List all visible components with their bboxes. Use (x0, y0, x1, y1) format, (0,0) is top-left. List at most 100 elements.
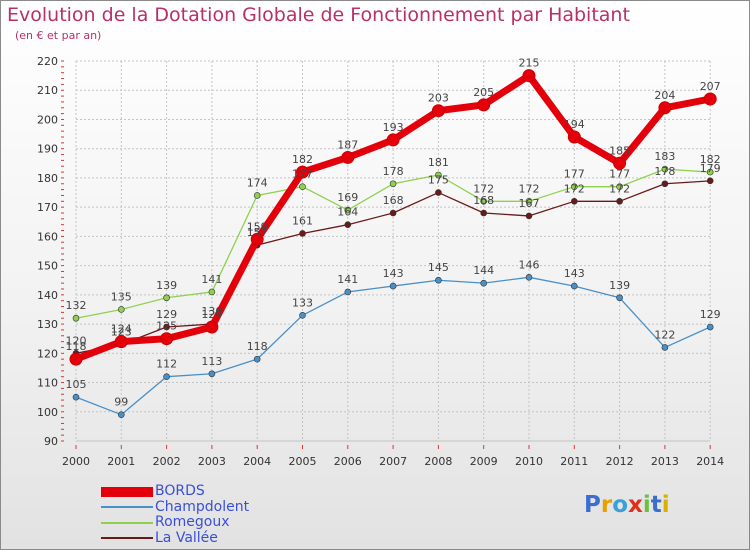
data-point (72, 314, 80, 322)
data-point (661, 344, 669, 351)
data-point (435, 189, 442, 196)
x-tick-label: 2008 (424, 455, 452, 468)
data-label: 168 (383, 194, 404, 207)
data-label: 168 (473, 194, 494, 207)
data-label: 105 (66, 378, 87, 391)
data-point (435, 171, 442, 179)
data-label: 145 (428, 261, 449, 274)
y-tick-label: 160 (37, 230, 58, 243)
legend-swatch (101, 486, 153, 497)
data-point (253, 355, 261, 363)
data-point (299, 312, 306, 319)
data-point (69, 352, 83, 366)
data-label: 215 (519, 57, 540, 70)
data-label: 182 (292, 153, 313, 166)
data-point (208, 288, 216, 296)
data-point (570, 282, 578, 290)
chart-title: Evolution de la Dotation Globale de Fonc… (7, 4, 630, 26)
data-label: 113 (201, 355, 222, 368)
x-tick-label: 2007 (379, 455, 407, 468)
y-tick-label: 100 (37, 406, 58, 419)
y-tick-label: 90 (44, 435, 58, 448)
data-point (616, 183, 623, 190)
data-point (163, 294, 170, 302)
x-tick-label: 2011 (560, 455, 588, 468)
y-tick-label: 120 (37, 347, 58, 360)
data-label: 120 (66, 334, 87, 347)
data-label: 167 (519, 197, 540, 210)
data-label: 172 (564, 182, 585, 195)
y-tick-label: 170 (37, 201, 58, 214)
data-label: 122 (654, 328, 675, 341)
data-point (160, 332, 174, 346)
data-label: 143 (383, 267, 404, 280)
data-point (706, 177, 714, 185)
data-point (386, 133, 400, 147)
data-label: 132 (66, 299, 87, 312)
chart-subtitle: (en € et par an) (15, 29, 102, 42)
data-label: 124 (111, 323, 132, 336)
data-point (616, 198, 623, 205)
data-label: 164 (337, 206, 358, 219)
data-label: 141 (201, 273, 222, 286)
data-label: 204 (654, 89, 675, 102)
x-tick-label: 2002 (153, 455, 181, 468)
data-point (661, 165, 669, 173)
data-label: 139 (609, 279, 630, 292)
data-point (389, 209, 397, 217)
data-label: 203 (428, 92, 449, 105)
data-label: 207 (700, 80, 721, 93)
data-point (703, 92, 717, 106)
y-tick-label: 190 (37, 143, 58, 156)
data-point (118, 411, 125, 418)
data-point (570, 183, 578, 190)
data-point (296, 165, 309, 179)
y-tick-label: 150 (37, 260, 58, 273)
data-label: 125 (156, 320, 177, 333)
grid (75, 60, 711, 442)
data-label: 183 (654, 150, 675, 163)
data-point (299, 230, 306, 237)
data-point (706, 323, 714, 331)
data-label: 143 (564, 267, 585, 280)
data-point (299, 183, 306, 190)
x-tick-label: 2000 (62, 455, 90, 468)
series-lines (69, 69, 717, 418)
data-point (344, 288, 352, 296)
data-label: 172 (609, 182, 630, 195)
y-tick-label: 210 (37, 84, 58, 97)
x-tick-label: 2001 (107, 455, 135, 468)
data-point (344, 206, 352, 214)
data-label: 172 (519, 182, 540, 195)
data-point (522, 69, 536, 83)
y-tick-label: 110 (37, 377, 58, 390)
data-label: 112 (156, 358, 177, 371)
data-label: 129 (700, 308, 721, 321)
data-label: 177 (564, 168, 585, 181)
data-point (344, 221, 352, 228)
data-point (567, 130, 581, 144)
data-point (114, 335, 128, 349)
data-point (389, 180, 397, 188)
data-label: 141 (337, 273, 358, 286)
data-point (570, 198, 578, 205)
data-point (250, 232, 264, 246)
data-point (525, 274, 533, 281)
data-point (616, 294, 623, 302)
x-tick-label: 2006 (334, 455, 362, 468)
data-label: 194 (564, 118, 585, 131)
data-label: 135 (111, 290, 132, 303)
data-label: 133 (292, 296, 313, 309)
data-label: 178 (654, 165, 675, 178)
data-label: 139 (156, 279, 177, 292)
data-label: 169 (337, 191, 358, 204)
x-tick-label: 2009 (470, 455, 498, 468)
x-tick-label: 2005 (289, 455, 317, 468)
data-label: 123 (111, 326, 132, 339)
data-point (72, 393, 80, 401)
data-point (163, 373, 170, 380)
data-point (205, 320, 219, 334)
data-label: 174 (247, 176, 268, 189)
x-tick-label: 2004 (243, 455, 271, 468)
